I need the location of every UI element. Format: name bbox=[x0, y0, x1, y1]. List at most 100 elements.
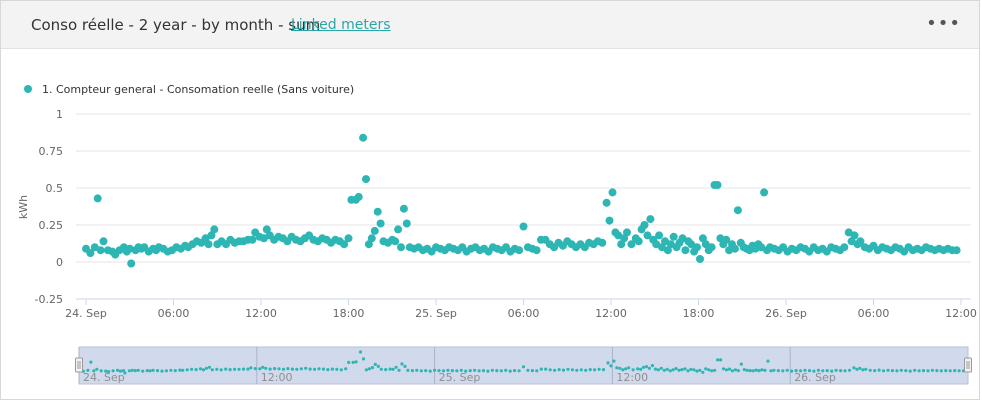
data-point[interactable] bbox=[210, 225, 219, 234]
data-point[interactable] bbox=[248, 235, 257, 244]
navigator-point bbox=[683, 367, 687, 371]
navigator-point bbox=[344, 367, 348, 371]
data-point[interactable] bbox=[262, 225, 271, 234]
data-point[interactable] bbox=[722, 235, 731, 244]
data-point[interactable] bbox=[344, 234, 353, 243]
data-point[interactable] bbox=[840, 243, 849, 252]
data-point[interactable] bbox=[93, 194, 102, 203]
data-point[interactable] bbox=[669, 232, 678, 241]
data-point[interactable] bbox=[354, 192, 363, 201]
ellipsis-icon[interactable]: ••• bbox=[926, 13, 961, 34]
data-point[interactable] bbox=[370, 226, 379, 235]
data-point[interactable] bbox=[733, 206, 742, 215]
data-point[interactable] bbox=[364, 240, 373, 249]
data-point[interactable] bbox=[127, 259, 136, 268]
data-point[interactable] bbox=[646, 215, 655, 224]
y-tick-label: 0.75 bbox=[39, 145, 64, 158]
navigator-point bbox=[481, 369, 486, 373]
grid bbox=[76, 113, 971, 300]
data-point[interactable] bbox=[850, 231, 859, 240]
data-point[interactable] bbox=[698, 234, 707, 243]
data-point[interactable] bbox=[515, 246, 524, 255]
data-point[interactable] bbox=[598, 238, 607, 247]
navigator-point bbox=[754, 368, 758, 372]
navigator-point bbox=[561, 368, 566, 372]
data-point[interactable] bbox=[731, 244, 739, 253]
navigator-point bbox=[855, 367, 859, 371]
data-point[interactable] bbox=[847, 237, 856, 246]
data-point[interactable] bbox=[602, 198, 611, 207]
data-point[interactable] bbox=[681, 246, 690, 255]
data-point[interactable] bbox=[623, 228, 631, 237]
data-point[interactable] bbox=[643, 231, 652, 240]
data-point[interactable] bbox=[394, 225, 403, 234]
navigator-point bbox=[609, 364, 613, 368]
navigator-point bbox=[151, 368, 155, 372]
navigator-right-handle[interactable] bbox=[964, 357, 972, 373]
data-point[interactable] bbox=[519, 222, 528, 231]
navigator-point bbox=[890, 369, 895, 373]
navigator-point bbox=[781, 369, 785, 373]
navigator-point bbox=[107, 370, 111, 374]
y-tick-label: 0.5 bbox=[46, 182, 64, 195]
data-point[interactable] bbox=[634, 237, 643, 246]
x-tick-label: 12:00 bbox=[245, 307, 277, 320]
navigator-point bbox=[304, 366, 308, 370]
data-point[interactable] bbox=[696, 255, 704, 263]
data-point[interactable] bbox=[707, 243, 716, 252]
data-point[interactable] bbox=[608, 188, 617, 197]
navigator-point bbox=[224, 367, 228, 371]
navigator-point bbox=[437, 369, 441, 373]
data-point[interactable] bbox=[620, 234, 629, 243]
navigator-point bbox=[776, 369, 780, 373]
x-tick-label: 12:00 bbox=[945, 307, 977, 320]
navigator-point bbox=[210, 368, 214, 372]
navigator-point bbox=[190, 367, 194, 371]
data-point[interactable] bbox=[376, 219, 385, 228]
navigator-point bbox=[539, 367, 543, 371]
data-point[interactable] bbox=[391, 237, 400, 246]
data-point[interactable] bbox=[627, 240, 636, 249]
data-point[interactable] bbox=[207, 231, 216, 240]
data-point[interactable] bbox=[532, 246, 541, 255]
data-point[interactable] bbox=[402, 219, 411, 228]
data-point[interactable] bbox=[399, 204, 408, 213]
navigator-point bbox=[215, 367, 219, 371]
navigator-point bbox=[579, 368, 583, 372]
data-point[interactable] bbox=[617, 240, 626, 249]
navigator[interactable]: 24. Sep 12:00 25. Sep 12:00 26. Sep bbox=[75, 346, 972, 385]
data-point[interactable] bbox=[397, 243, 405, 252]
legend[interactable]: 1. Compteur general - Consomation reelle… bbox=[24, 83, 354, 96]
data-point[interactable] bbox=[952, 246, 961, 255]
linked-meters-link[interactable]: Linked meters bbox=[291, 17, 391, 33]
data-point[interactable] bbox=[362, 175, 370, 184]
data-point[interactable] bbox=[658, 243, 666, 252]
data-point[interactable] bbox=[760, 188, 769, 197]
data-point[interactable] bbox=[204, 240, 213, 249]
data-point[interactable] bbox=[605, 216, 614, 225]
data-point[interactable] bbox=[359, 133, 368, 142]
navigator-point bbox=[403, 364, 407, 368]
navigator-point bbox=[847, 368, 852, 372]
navigator-point bbox=[99, 369, 103, 373]
series-points bbox=[82, 133, 961, 268]
data-point[interactable] bbox=[99, 237, 108, 246]
data-point[interactable] bbox=[856, 237, 865, 246]
data-point[interactable] bbox=[373, 207, 382, 216]
data-point[interactable] bbox=[655, 231, 664, 240]
data-point[interactable] bbox=[640, 221, 649, 229]
navigator-left-handle[interactable] bbox=[75, 357, 83, 373]
data-point[interactable] bbox=[340, 240, 349, 249]
data-point[interactable] bbox=[367, 234, 376, 243]
data-point[interactable] bbox=[713, 181, 722, 189]
navigator-point bbox=[464, 369, 468, 373]
data-point[interactable] bbox=[693, 243, 701, 252]
data-point[interactable] bbox=[86, 249, 95, 258]
navigator-point bbox=[825, 369, 829, 373]
data-point[interactable] bbox=[259, 234, 268, 243]
data-point[interactable] bbox=[96, 246, 105, 255]
navigator-point bbox=[843, 369, 847, 373]
navigator-point bbox=[335, 367, 339, 371]
y-tick-label: 1 bbox=[56, 108, 63, 121]
data-point[interactable] bbox=[663, 246, 672, 255]
